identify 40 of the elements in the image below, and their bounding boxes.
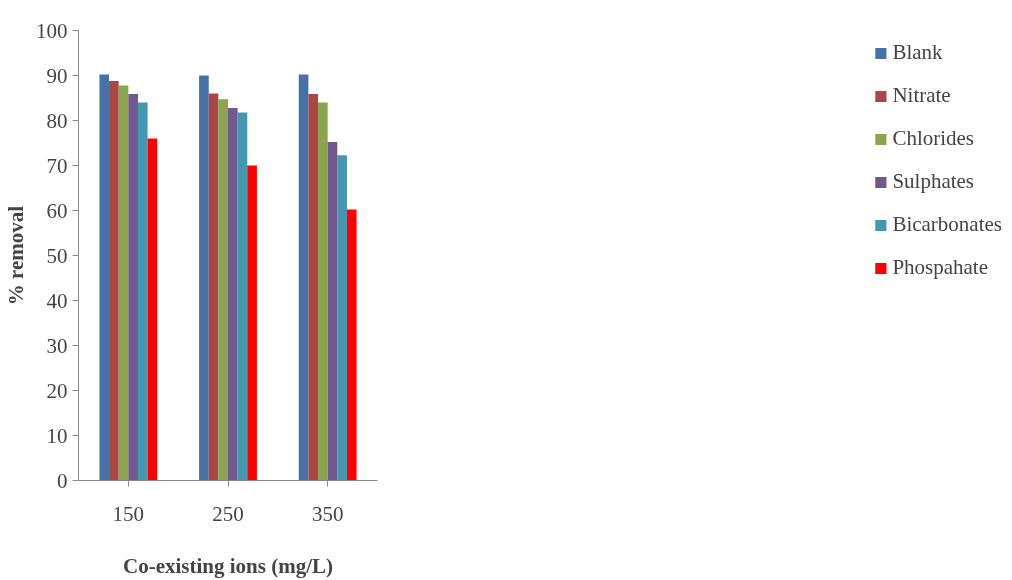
bar (128, 93, 138, 481)
legend-label: Blank (892, 40, 943, 65)
y-tick-label: 40 (46, 288, 68, 313)
bar (118, 85, 129, 481)
x-tick-label: 350 (311, 501, 344, 526)
x-axis-title: Co-existing ions (mg/L) (123, 553, 334, 578)
y-tick-label: 70 (46, 153, 68, 178)
bar (99, 74, 110, 481)
legend-label: Phospahate (892, 255, 989, 280)
bar (208, 93, 219, 481)
legend-label: Chlorides (892, 126, 975, 151)
bar (147, 138, 158, 481)
legend-label: Sulphates (892, 169, 975, 194)
bar (318, 102, 328, 481)
legend-label: Bicarbonates (892, 212, 1002, 237)
bar (346, 209, 357, 481)
bar (327, 142, 338, 481)
bar (199, 75, 209, 481)
legend-label: Nitrate (892, 83, 951, 108)
bar (137, 102, 148, 481)
bar (109, 80, 119, 481)
x-tick-label: 150 (112, 501, 145, 526)
y-tick-label: 80 (46, 108, 68, 133)
y-tick-label: 10 (46, 423, 68, 448)
bar (228, 107, 238, 481)
y-tick-label: 30 (46, 333, 68, 358)
bar (218, 99, 228, 481)
bar (298, 74, 309, 481)
y-tick-label: 20 (46, 378, 68, 403)
y-tick-label: 60 (46, 198, 68, 223)
bar (337, 155, 347, 481)
y-tick-label: 90 (46, 63, 68, 88)
bar (308, 93, 319, 481)
bar (237, 112, 248, 481)
y-axis-title: % removal (4, 205, 28, 306)
y-tick-label: 100 (36, 18, 68, 43)
y-tick-label: 0 (57, 468, 68, 493)
bar (247, 165, 257, 481)
x-tick-label: 250 (212, 501, 244, 526)
y-tick-label: 50 (46, 243, 68, 268)
